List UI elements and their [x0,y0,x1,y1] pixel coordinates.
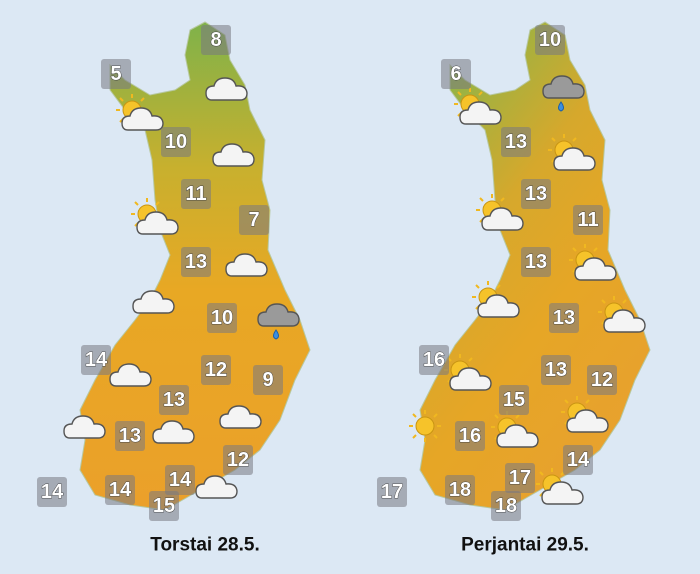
temperature: 17 [381,481,403,503]
temperature: 11 [577,209,598,231]
temperature: 10 [211,307,233,329]
temperature: 15 [153,495,175,517]
temperature: 11 [185,183,206,205]
temperature: 9 [262,369,273,391]
temperature-box [535,25,565,55]
temperature: 14 [41,481,64,503]
temperature-box [505,463,535,493]
temperature-box [563,445,593,475]
temperature-box [201,355,231,385]
temperature-box [549,303,579,333]
temperature: 16 [459,425,481,447]
temperature: 12 [205,359,227,381]
temperature-box [499,385,529,415]
temperature-box [201,25,231,55]
temperature: 7 [248,209,259,231]
date-label: Perjantai 29.5. [461,535,589,556]
temperature: 13 [185,251,207,273]
temperature: 14 [567,449,590,471]
temperature: 10 [539,29,561,51]
temperature: 16 [423,349,445,371]
temperature-box [37,477,67,507]
temperature-box [161,127,191,157]
temperature-box [101,59,131,89]
temperature: 13 [545,359,567,381]
temperature-box [115,421,145,451]
temperature: 13 [525,183,547,205]
temperature: 12 [227,449,249,471]
temperature-box [159,385,189,415]
temperature: 13 [525,251,547,273]
temperature: 14 [169,469,192,491]
temperature-box [223,445,253,475]
temperature: 18 [449,479,471,501]
temperature: 10 [165,131,187,153]
temperature: 14 [85,349,108,371]
temperature-box [455,421,485,451]
temperature: 12 [591,369,613,391]
temperature-box [239,205,269,235]
temperature-box [105,475,135,505]
temperature-box [501,127,531,157]
temperature: 13 [505,131,527,153]
temperature: 13 [163,389,185,411]
temperature: 6 [450,63,461,85]
temperature-box [81,345,111,375]
temperature-box [441,59,471,89]
temperature: 5 [110,63,121,85]
temperature-box [419,345,449,375]
temperature-box [181,179,211,209]
temperature: 14 [109,479,132,501]
temperature-box [521,179,551,209]
temperature: 18 [495,495,517,517]
temperature-box [587,365,617,395]
temperature: 8 [210,29,221,51]
temperature-box [521,247,551,277]
temperature-box [541,355,571,385]
date-label: Torstai 28.5. [150,535,259,556]
temperature-box [377,477,407,507]
temperature: 13 [553,307,575,329]
temperature-box [165,465,195,495]
temperature-labels: 8 5 10 11 7 13 10 14 12 9 13 13 14 12 14 14 15 10 6 13 13 11 1… [37,25,617,521]
temperature-box [253,365,283,395]
temperature-box [207,303,237,333]
temperature-box [181,247,211,277]
temperature: 17 [509,467,531,489]
temperature-box [149,491,179,521]
temperature-box [573,205,603,235]
temperature: 13 [119,425,141,447]
temperature-box [445,475,475,505]
temperature-box [491,491,521,521]
temperature: 15 [503,389,525,411]
